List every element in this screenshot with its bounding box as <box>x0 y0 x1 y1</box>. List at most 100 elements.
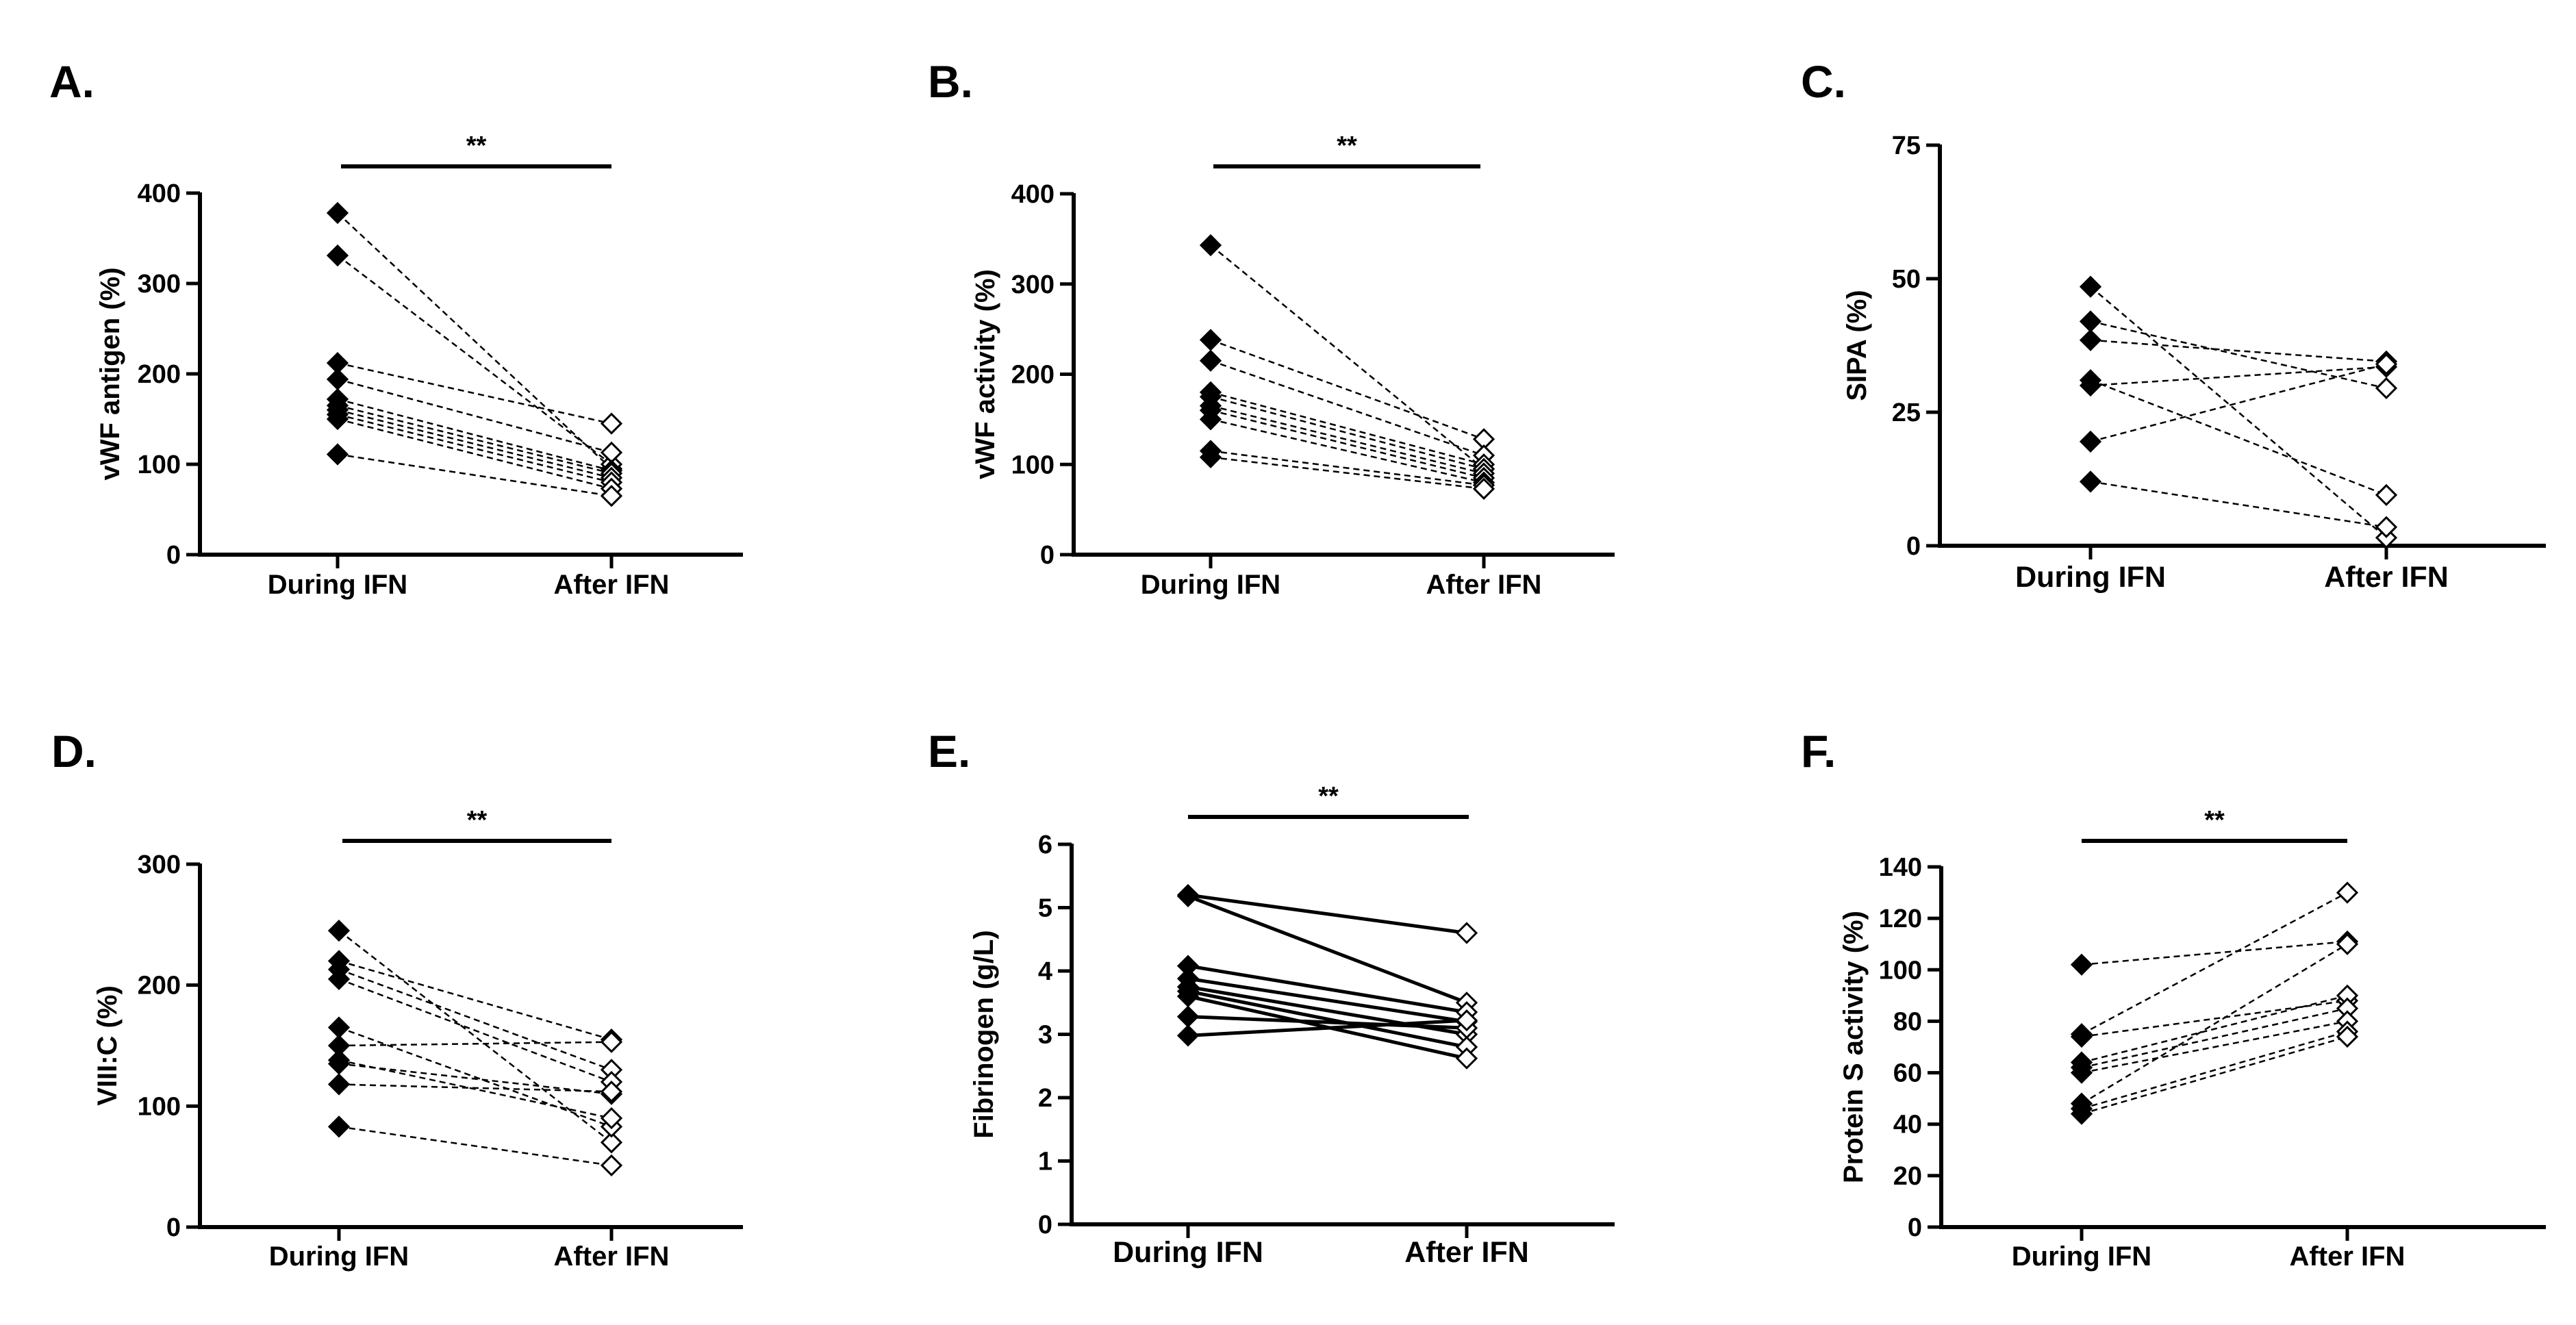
subject-line <box>1187 894 1467 1005</box>
during-ifn-point <box>327 1016 351 1039</box>
subject-line <box>1210 409 1485 479</box>
y-tick-label: 140 <box>1879 853 1922 882</box>
subject-line <box>338 1026 612 1128</box>
subject-line <box>2081 994 2348 1063</box>
y-tick-label: 5 <box>1038 894 1052 923</box>
y-tick-label: 0 <box>1908 1213 1922 1242</box>
subject-line <box>338 960 612 1041</box>
panel-letter: E. <box>928 726 970 777</box>
subject-line <box>1187 964 1467 1014</box>
subject-line <box>338 978 612 1083</box>
subject-line <box>2081 940 2348 966</box>
subject-line <box>337 378 612 454</box>
panel-letter: A. <box>49 56 94 107</box>
after-ifn-point <box>1455 1047 1478 1070</box>
subject-line <box>2090 366 2387 387</box>
subject-line <box>2081 1007 2348 1069</box>
during-ifn-point <box>1199 349 1222 372</box>
during-ifn-point <box>327 968 351 990</box>
y-tick-label: 400 <box>138 179 181 208</box>
during-ifn-point <box>2079 430 2102 453</box>
subject-line <box>1210 359 1485 457</box>
y-tick-label: 0 <box>1040 541 1055 570</box>
subject-line <box>1210 418 1485 483</box>
significance-marker: ** <box>1337 131 1357 160</box>
y-axis-label: vWF antigen (%) <box>95 267 125 480</box>
y-tick-label: 0 <box>166 541 181 570</box>
subject-line <box>1210 405 1485 475</box>
during-ifn-point <box>1176 1024 1200 1047</box>
y-tick-label: 0 <box>166 1213 181 1242</box>
y-tick-label: 40 <box>1893 1111 1922 1139</box>
subject-line <box>2090 320 2387 390</box>
after-ifn-point <box>600 1031 623 1053</box>
subject-line <box>2081 1000 2348 1038</box>
after-ifn-point <box>600 1131 623 1154</box>
during-ifn-point <box>326 443 349 466</box>
y-tick-label: 0 <box>1038 1211 1052 1239</box>
y-tick-label: 200 <box>138 360 181 389</box>
x-category-label: After IFN <box>2290 1241 2405 1272</box>
after-ifn-point <box>600 1107 623 1130</box>
subject-line <box>2090 481 2387 528</box>
panel-2: B. 0 100 200 300 400 During IFN After IFN vWF ac… <box>928 56 1615 600</box>
y-axis-label: SIPA (%) <box>1842 290 1872 401</box>
y-tick-label: 200 <box>1011 361 1055 390</box>
during-ifn-point <box>2079 329 2102 351</box>
during-ifn-point <box>2079 275 2102 298</box>
after-ifn-point <box>2336 1025 2359 1048</box>
subject-line <box>2090 286 2387 539</box>
subject-line <box>337 418 612 490</box>
subject-line <box>1210 244 1485 470</box>
subject-line <box>338 1041 612 1047</box>
y-tick-label: 100 <box>1879 956 1922 985</box>
during-ifn-point <box>1199 329 1222 351</box>
y-tick-label: 100 <box>1011 451 1055 479</box>
subject-line <box>338 1126 612 1167</box>
panel-letter: B. <box>928 56 973 107</box>
after-ifn-point <box>2336 933 2359 955</box>
y-tick-label: 20 <box>1893 1162 1922 1191</box>
x-category-label: During IFN <box>1141 570 1280 600</box>
after-ifn-point <box>2375 516 2398 538</box>
subject-line <box>337 414 612 483</box>
y-tick-label: 60 <box>1893 1059 1922 1088</box>
during-ifn-point <box>1199 234 1222 257</box>
y-tick-label: 120 <box>1879 905 1922 933</box>
x-category-label: After IFN <box>1404 1236 1529 1269</box>
subject-line <box>337 404 612 475</box>
y-tick-label: 4 <box>1038 957 1052 986</box>
y-tick-label: 6 <box>1038 831 1052 859</box>
subject-line <box>337 409 612 479</box>
x-category-label: After IFN <box>554 1241 670 1272</box>
after-ifn-point <box>600 441 623 464</box>
x-category-label: After IFN <box>1426 570 1542 600</box>
subject-line <box>2081 943 2348 1105</box>
during-ifn-point <box>2079 310 2102 333</box>
during-ifn-point <box>326 407 349 431</box>
subject-line <box>1210 456 1485 490</box>
panel-letter: D. <box>51 726 97 777</box>
y-tick-label: 25 <box>1892 399 1921 427</box>
during-ifn-point <box>2079 374 2102 397</box>
after-ifn-point <box>1455 922 1478 944</box>
panel-6: F. 0 20 40 60 80 100 120 140 During IFN After IFN P… <box>1801 726 2546 1272</box>
y-tick-label: 80 <box>1893 1007 1922 1036</box>
significance-marker: ** <box>467 806 488 835</box>
x-category-label: During IFN <box>269 1241 409 1272</box>
after-ifn-point <box>2336 881 2359 904</box>
y-tick-label: 1 <box>1038 1148 1052 1176</box>
during-ifn-point <box>2070 1025 2093 1048</box>
subject-line <box>1187 989 1467 1049</box>
subject-line <box>337 453 612 497</box>
during-ifn-point <box>1176 885 1200 907</box>
subject-line <box>1187 976 1467 1024</box>
y-tick-label: 400 <box>1011 180 1055 209</box>
y-tick-label: 300 <box>138 850 181 879</box>
during-ifn-point <box>2070 953 2093 976</box>
panel-letter: F. <box>1801 726 1836 777</box>
subject-line <box>337 255 612 465</box>
subject-line <box>337 362 612 425</box>
during-ifn-point <box>327 920 351 942</box>
after-ifn-point <box>2375 353 2398 375</box>
